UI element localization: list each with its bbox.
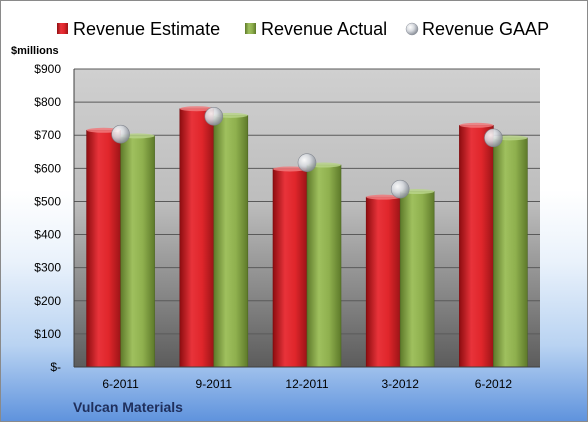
bar-top-highlight [273, 166, 307, 172]
legend-swatch-estimate [57, 23, 68, 34]
gaap-markers [111, 107, 503, 199]
gaap-marker [297, 153, 317, 173]
bar-top-highlight [366, 194, 401, 200]
gaap-marker [484, 128, 503, 148]
y-tick-label: $200 [34, 294, 61, 308]
y-tick-label: $800 [34, 95, 61, 109]
bar-top-highlight [459, 122, 494, 128]
y-tick-label: $100 [34, 327, 61, 341]
y-tick-label: $900 [34, 62, 61, 76]
legend: Revenue Estimate Revenue Actual Revenue … [57, 19, 549, 39]
legend-label-gaap: Revenue GAAP [422, 19, 549, 39]
y-tick-label: $500 [34, 194, 61, 208]
bar-revenue-actual [493, 137, 528, 368]
x-axis: 6-2011 9-2011 12-2011 3-2012 6-2012 [74, 366, 540, 391]
gaap-marker [111, 124, 130, 144]
gaap-marker [390, 179, 410, 199]
y-tick-label: $600 [34, 161, 61, 175]
bar-revenue-estimate [179, 108, 215, 368]
bar-revenue-actual [120, 135, 155, 368]
legend-label-actual: Revenue Actual [261, 19, 387, 39]
legend-swatch-actual [245, 23, 256, 34]
company-name: Vulcan Materials [73, 399, 183, 415]
x-tick-label: 9-2011 [196, 377, 233, 391]
y-tick-label: $400 [34, 228, 61, 242]
legend-label-estimate: Revenue Estimate [73, 19, 220, 39]
y-axis: $- $100 $200 $300 $400 $500 $600 $700 $800 $900 [34, 62, 75, 374]
x-tick-label: 12-2011 [285, 377, 328, 391]
gaap-marker [204, 107, 224, 126]
x-tick-label: 6-2012 [475, 377, 513, 391]
bar-revenue-actual [399, 191, 435, 368]
bar-revenue-estimate [459, 124, 494, 368]
bar-revenue-actual [306, 164, 342, 368]
x-tick-label: 6-2011 [102, 377, 139, 391]
bar-revenue-estimate [86, 129, 121, 368]
bar-revenue-actual [213, 115, 249, 368]
legend-swatch-gaap [405, 22, 419, 36]
y-tick-label: $700 [34, 128, 61, 142]
x-tick-label: 3-2012 [382, 377, 420, 391]
bar-revenue-estimate [272, 168, 308, 368]
bar-top-highlight [179, 106, 214, 112]
y-tick-label: $- [50, 360, 61, 374]
bars [86, 106, 528, 368]
bar-revenue-estimate [365, 196, 401, 368]
units-label: $millions [11, 45, 59, 57]
y-tick-label: $300 [34, 261, 61, 275]
